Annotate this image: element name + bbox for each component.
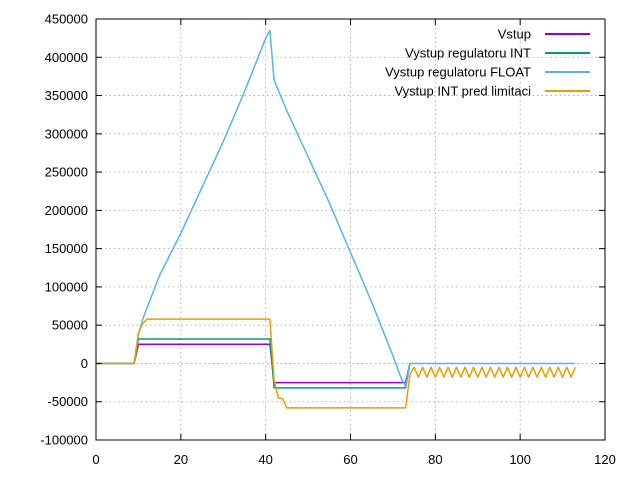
series-line-3: [96, 29, 576, 388]
y-tick-label: -50000: [48, 394, 88, 409]
x-tick-label: 20: [174, 452, 188, 467]
y-tick-label: 450000: [45, 12, 88, 27]
y-axis-tick-labels: -100000 -50000 0 50000 100000 150000 200000 250…: [40, 12, 88, 448]
y-tick-label: 300000: [45, 126, 88, 141]
x-tick-label: 80: [428, 452, 442, 467]
legend-label: Vstup: [498, 27, 531, 42]
y-tick-label: 100000: [45, 279, 88, 294]
x-tick-label: 100: [509, 452, 531, 467]
y-tick-label: 350000: [45, 88, 88, 103]
legend-label: Vystup INT pred limitaci: [394, 84, 531, 99]
x-tick-label: 60: [343, 452, 357, 467]
y-tick-label: 400000: [45, 50, 88, 65]
legend-label: Vystup regulatoru INT: [405, 46, 531, 61]
y-tick-label: 150000: [45, 241, 88, 256]
legend: Vstup Vystup regulatoru INT Vystup regulat…: [385, 27, 590, 99]
x-tick-label: 40: [258, 452, 272, 467]
legend-label: Vystup regulatoru FLOAT: [385, 65, 531, 80]
axis-ticks: [95, 18, 606, 441]
x-tick-label: 120: [594, 452, 616, 467]
x-tick-label: 0: [92, 452, 99, 467]
series-lines: [96, 29, 576, 409]
y-tick-label: 250000: [45, 165, 88, 180]
y-tick-label: -100000: [40, 433, 88, 448]
x-axis-tick-labels: 0 20 40 60 80 100 120: [92, 452, 615, 467]
y-tick-label: 0: [81, 356, 88, 371]
y-tick-label: 50000: [52, 318, 88, 333]
series-line-4: [96, 318, 576, 409]
y-tick-label: 200000: [45, 203, 88, 218]
